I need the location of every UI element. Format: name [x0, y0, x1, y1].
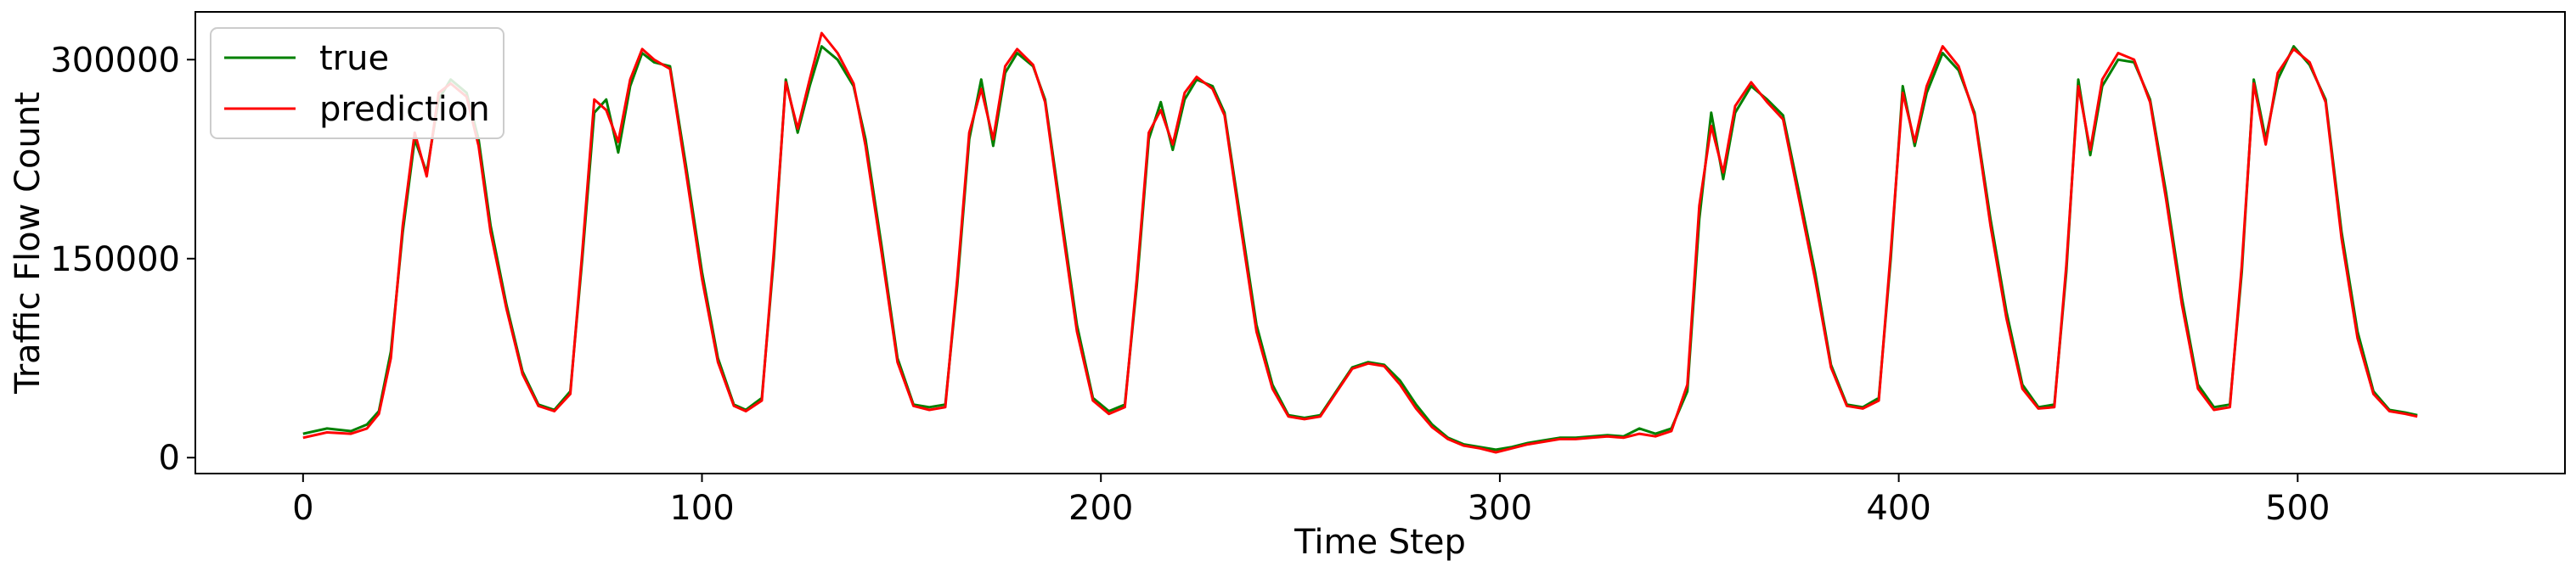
y-tick-label: 0	[159, 439, 180, 478]
legend-label-true: true	[319, 39, 389, 78]
plot-frame	[194, 11, 2566, 474]
legend: true prediction	[210, 27, 504, 139]
legend-label-prediction: prediction	[319, 90, 490, 129]
x-tick-label: 400	[1866, 489, 1931, 528]
x-tick-label: 0	[292, 489, 313, 528]
x-tick-label: 500	[2265, 489, 2330, 528]
series-line-true	[302, 45, 2418, 451]
legend-box	[210, 27, 504, 139]
y-axis: 0 150000 300000	[50, 41, 195, 478]
y-tick-label: 150000	[50, 240, 180, 279]
x-tick-label: 100	[669, 489, 734, 528]
x-tick-label: 300	[1468, 489, 1532, 528]
y-tick-label: 300000	[50, 41, 180, 80]
x-tick-label: 200	[1068, 489, 1133, 528]
x-axis-label: Time Step	[1294, 523, 1466, 562]
plot-lines	[302, 31, 2418, 454]
y-axis-label: Traffic Flow Count	[8, 92, 48, 395]
x-axis: 0 100 200 300 400 500	[292, 474, 2330, 528]
series-line-prediction	[302, 31, 2418, 454]
